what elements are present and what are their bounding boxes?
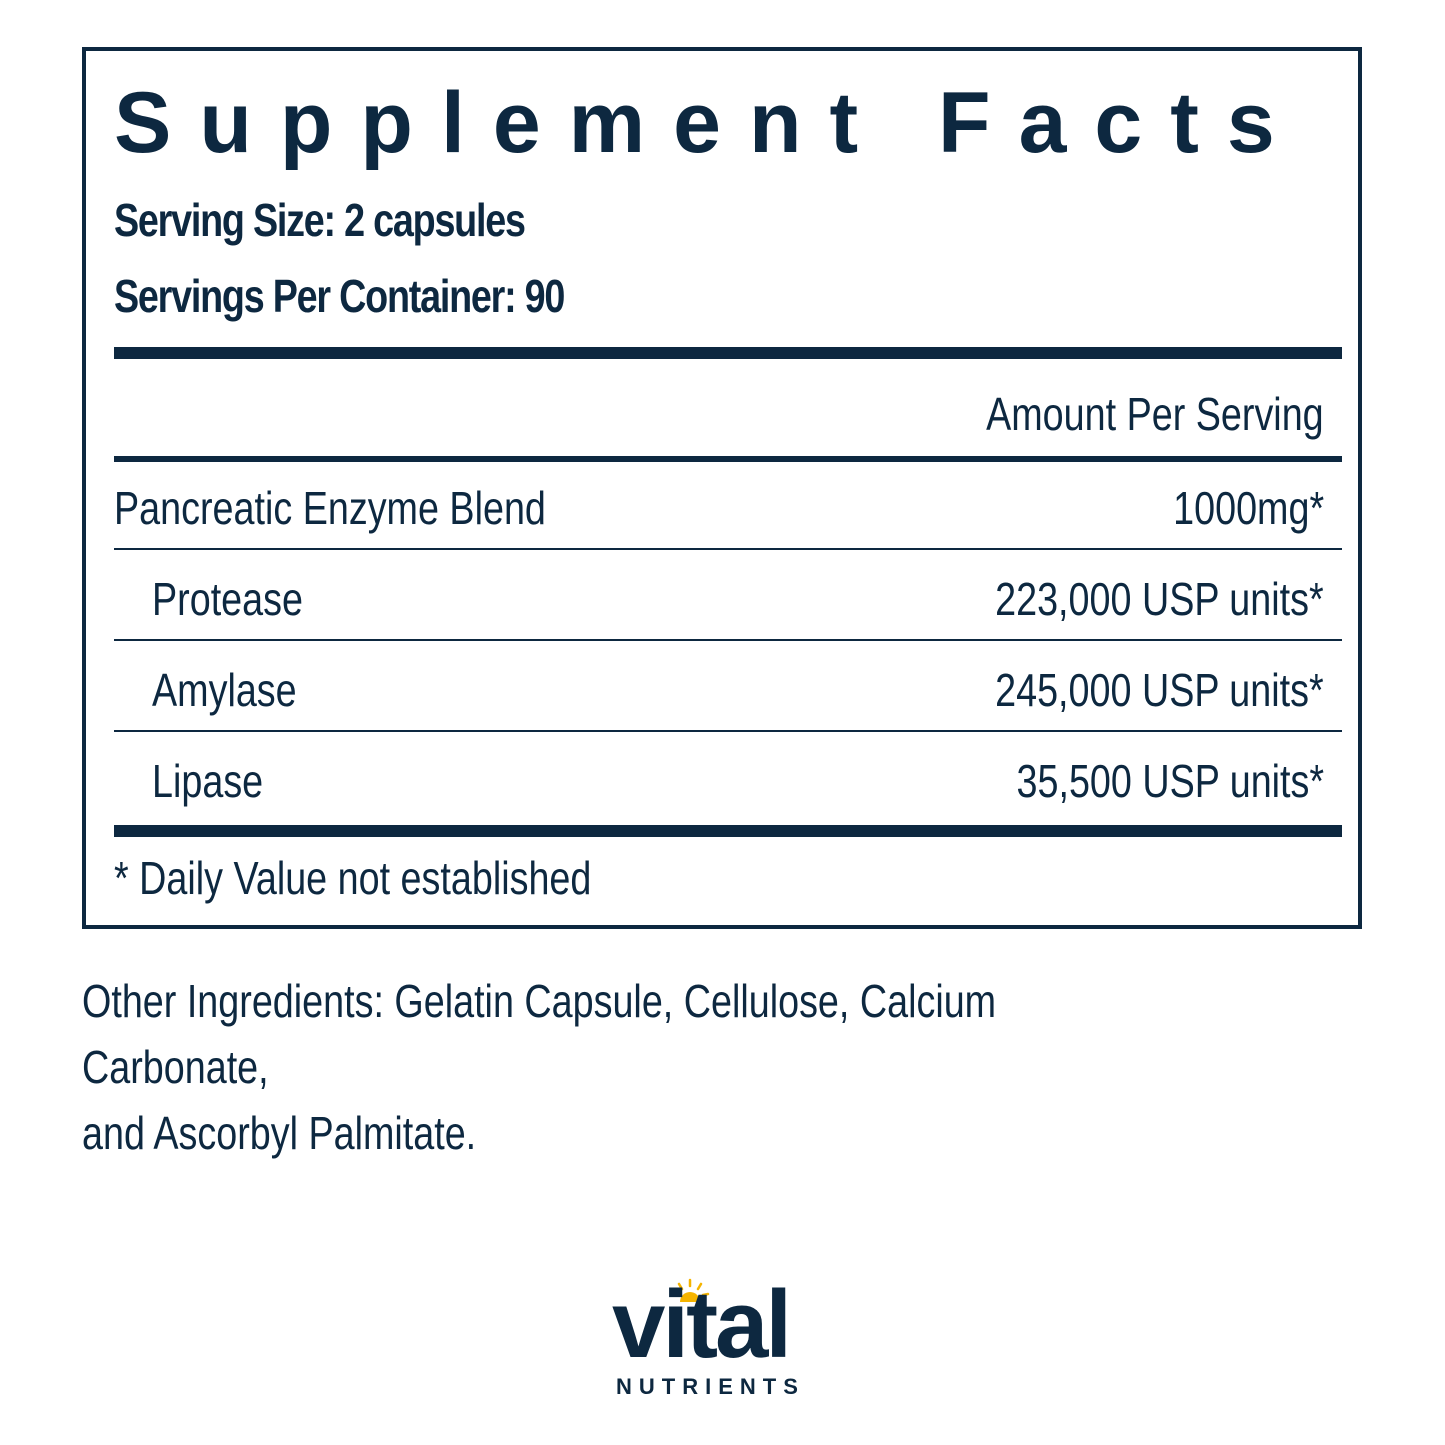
- servings-per-container: Servings Per Container: 90: [114, 270, 565, 322]
- panel-title: Supplement Facts: [114, 75, 1303, 171]
- brand-name: vital: [612, 1271, 792, 1378]
- ingredient-name: Amylase: [152, 664, 297, 716]
- divider-thin: [114, 639, 1342, 641]
- other-ingredients-line-2: and Ascorbyl Palmitate.: [82, 1107, 477, 1159]
- brand-subtitle: NUTRIENTS: [616, 1374, 805, 1399]
- ingredient-amount: 1000mg*: [1173, 482, 1324, 534]
- table-row: Amylase 245,000 USP units*: [114, 663, 1324, 723]
- ingredient-amount: 223,000 USP units*: [995, 573, 1324, 625]
- divider-thick: [114, 825, 1342, 837]
- other-ingredients: Other Ingredients: Gelatin Capsule, Cell…: [82, 968, 1148, 1166]
- ingredient-name: Protease: [152, 573, 303, 625]
- divider-thin: [114, 548, 1342, 550]
- table-row: Pancreatic Enzyme Blend 1000mg*: [114, 481, 1324, 541]
- divider-medium: [114, 456, 1342, 462]
- divider-thin: [114, 730, 1342, 732]
- sun-icon: [670, 1278, 710, 1302]
- column-header-row: Amount Per Serving: [114, 387, 1324, 447]
- divider-thick: [114, 347, 1342, 359]
- table-row: Protease 223,000 USP units*: [114, 572, 1324, 632]
- ingredient-amount: 245,000 USP units*: [995, 664, 1324, 716]
- brand-logo: vital NUTRIENTS: [612, 1270, 842, 1400]
- table-row: Lipase 35,500 USP units*: [114, 754, 1324, 814]
- ingredient-name: Lipase: [152, 755, 264, 807]
- ingredient-amount: 35,500 USP units*: [1016, 755, 1324, 807]
- ingredient-name: Pancreatic Enzyme Blend: [114, 482, 546, 534]
- supplement-facts-panel: Supplement Facts Serving Size: 2 capsule…: [82, 47, 1362, 929]
- serving-size: Serving Size: 2 capsules: [114, 194, 526, 246]
- other-ingredients-line-1: Other Ingredients: Gelatin Capsule, Cell…: [82, 975, 997, 1093]
- footnote: * Daily Value not established: [114, 852, 592, 904]
- column-header: Amount Per Serving: [986, 388, 1324, 440]
